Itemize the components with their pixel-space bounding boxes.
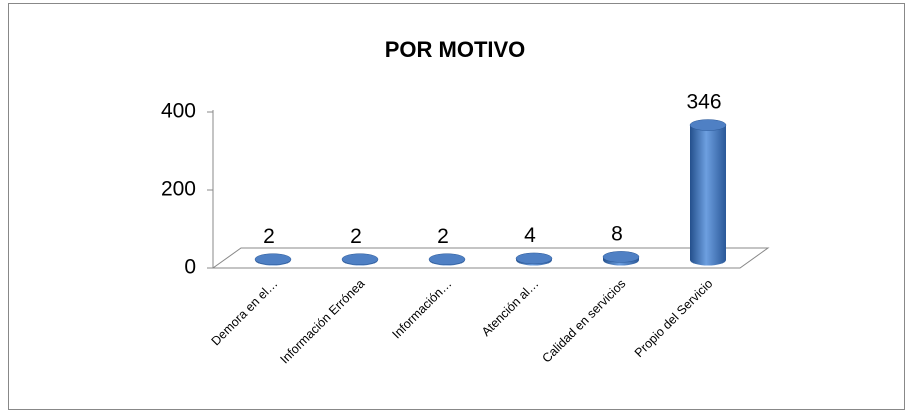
bar-cap (515, 252, 553, 265)
value-label: 2 (350, 225, 362, 248)
y-tick-label: 200 (161, 178, 196, 201)
bar (690, 125, 726, 266)
value-label: 346 (686, 91, 721, 114)
bar-cap (341, 253, 379, 265)
bar-cap (254, 253, 292, 265)
chart-title: POR MOTIVO (385, 37, 526, 62)
bar-cap (689, 119, 727, 131)
y-tick-label: 400 (161, 100, 196, 123)
chart-border (8, 3, 905, 410)
floor (211, 247, 770, 269)
value-label: 2 (263, 225, 275, 248)
bar-cap (602, 251, 640, 263)
value-label: 4 (524, 224, 536, 247)
bar-cap (428, 253, 466, 265)
value-label: 2 (437, 225, 449, 248)
y-tick-label: 0 (184, 256, 196, 279)
value-label: 8 (611, 222, 623, 245)
